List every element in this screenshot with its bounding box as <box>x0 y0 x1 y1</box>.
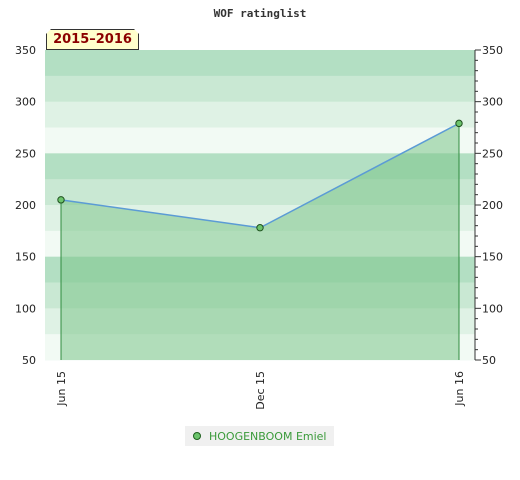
background-band <box>45 101 475 128</box>
period-label-box: 2015–2016 <box>46 29 139 50</box>
x-tick-label: Dec 15 <box>254 371 267 410</box>
y-tick-label-left: 100 <box>15 302 36 315</box>
legend-label: HOOGENBOOM Emiel <box>209 429 327 443</box>
y-tick-label-right: 150 <box>482 251 503 264</box>
y-tick-label-right: 100 <box>482 302 503 315</box>
background-band <box>45 75 475 103</box>
y-tick-label-left: 150 <box>15 251 36 264</box>
y-tick-label-left: 250 <box>15 147 36 160</box>
data-point[interactable] <box>57 196 65 204</box>
y-tick-label-right: 200 <box>482 199 503 212</box>
left-y-axis: 50 100 150 200 250 300 350 <box>15 44 36 367</box>
background-band <box>45 50 475 77</box>
series-area <box>61 123 459 360</box>
y-tick-label-right: 350 <box>482 44 503 57</box>
y-tick-label-right: 300 <box>482 96 503 109</box>
y-tick-label-left: 200 <box>15 199 36 212</box>
y-tick-label-left: 300 <box>15 96 36 109</box>
data-point[interactable] <box>256 224 264 232</box>
x-tick-label: Jun 16 <box>453 371 466 407</box>
right-y-axis: 50 100 150 200 250 300 350 <box>474 44 503 367</box>
y-tick-label-left: 50 <box>22 354 36 367</box>
background-band <box>45 127 475 154</box>
y-tick-label-right: 250 <box>482 147 503 160</box>
x-tick-label: Jun 15 <box>55 371 68 407</box>
y-tick-label-right: 50 <box>482 354 496 367</box>
legend-marker-icon <box>193 432 201 440</box>
legend[interactable]: HOOGENBOOM Emiel <box>185 426 334 446</box>
data-point[interactable] <box>455 119 463 128</box>
x-axis: Jun 15 Dec 15 Jun 16 <box>55 371 466 410</box>
period-label: 2015–2016 <box>53 32 132 47</box>
y-tick-label-left: 350 <box>15 44 36 57</box>
plot-area <box>57 119 463 360</box>
chart-title: WOF ratinglist <box>214 7 307 20</box>
